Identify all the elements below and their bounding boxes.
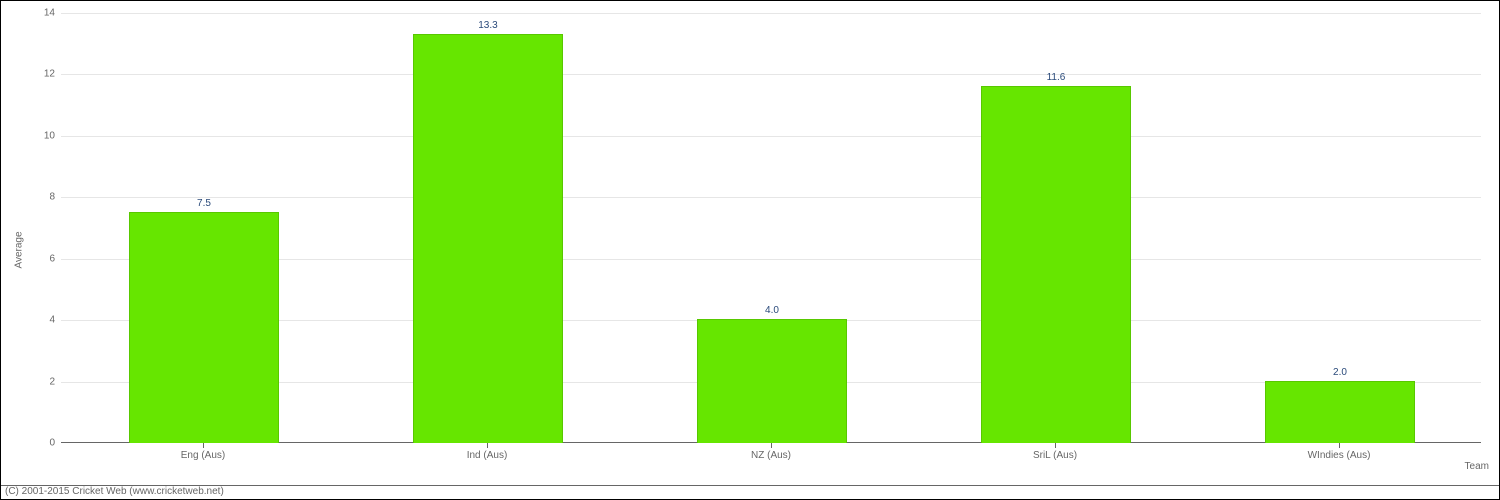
y-tick-label: 8 xyxy=(49,192,61,203)
bar: 4.0 xyxy=(697,319,847,443)
grid-line xyxy=(61,13,1481,14)
chart-frame: Average 024681012147.5Eng (Aus)13.3Ind (… xyxy=(0,0,1500,500)
x-axis-label: Team xyxy=(1465,461,1489,472)
copyright-text: (C) 2001-2015 Cricket Web (www.cricketwe… xyxy=(5,486,224,497)
y-tick-label: 6 xyxy=(49,253,61,264)
y-tick-label: 0 xyxy=(49,438,61,449)
y-tick-label: 12 xyxy=(44,69,61,80)
bar-value-label: 13.3 xyxy=(478,20,497,35)
plot-area: 024681012147.5Eng (Aus)13.3Ind (Aus)4.0N… xyxy=(61,13,1481,443)
grid-line xyxy=(61,197,1481,198)
y-tick-label: 2 xyxy=(49,376,61,387)
x-tick-label: SriL (Aus) xyxy=(1033,443,1077,461)
copyright-separator xyxy=(1,485,1499,486)
grid-line xyxy=(61,136,1481,137)
x-tick-label: NZ (Aus) xyxy=(751,443,791,461)
bar: 2.0 xyxy=(1265,381,1415,443)
grid-line xyxy=(61,74,1481,75)
bar-value-label: 7.5 xyxy=(197,198,211,213)
bar-value-label: 2.0 xyxy=(1333,367,1347,382)
bar-value-label: 11.6 xyxy=(1047,72,1066,87)
bar: 7.5 xyxy=(129,212,279,443)
y-tick-label: 4 xyxy=(49,315,61,326)
x-tick-label: Ind (Aus) xyxy=(467,443,508,461)
y-tick-label: 14 xyxy=(44,8,61,19)
y-tick-label: 10 xyxy=(44,130,61,141)
x-tick-label: Eng (Aus) xyxy=(181,443,225,461)
x-tick-label: WIndies (Aus) xyxy=(1308,443,1371,461)
bar-value-label: 4.0 xyxy=(765,305,779,320)
y-axis-label: Average xyxy=(14,231,25,268)
bar: 11.6 xyxy=(981,86,1131,443)
bar: 13.3 xyxy=(413,34,563,444)
